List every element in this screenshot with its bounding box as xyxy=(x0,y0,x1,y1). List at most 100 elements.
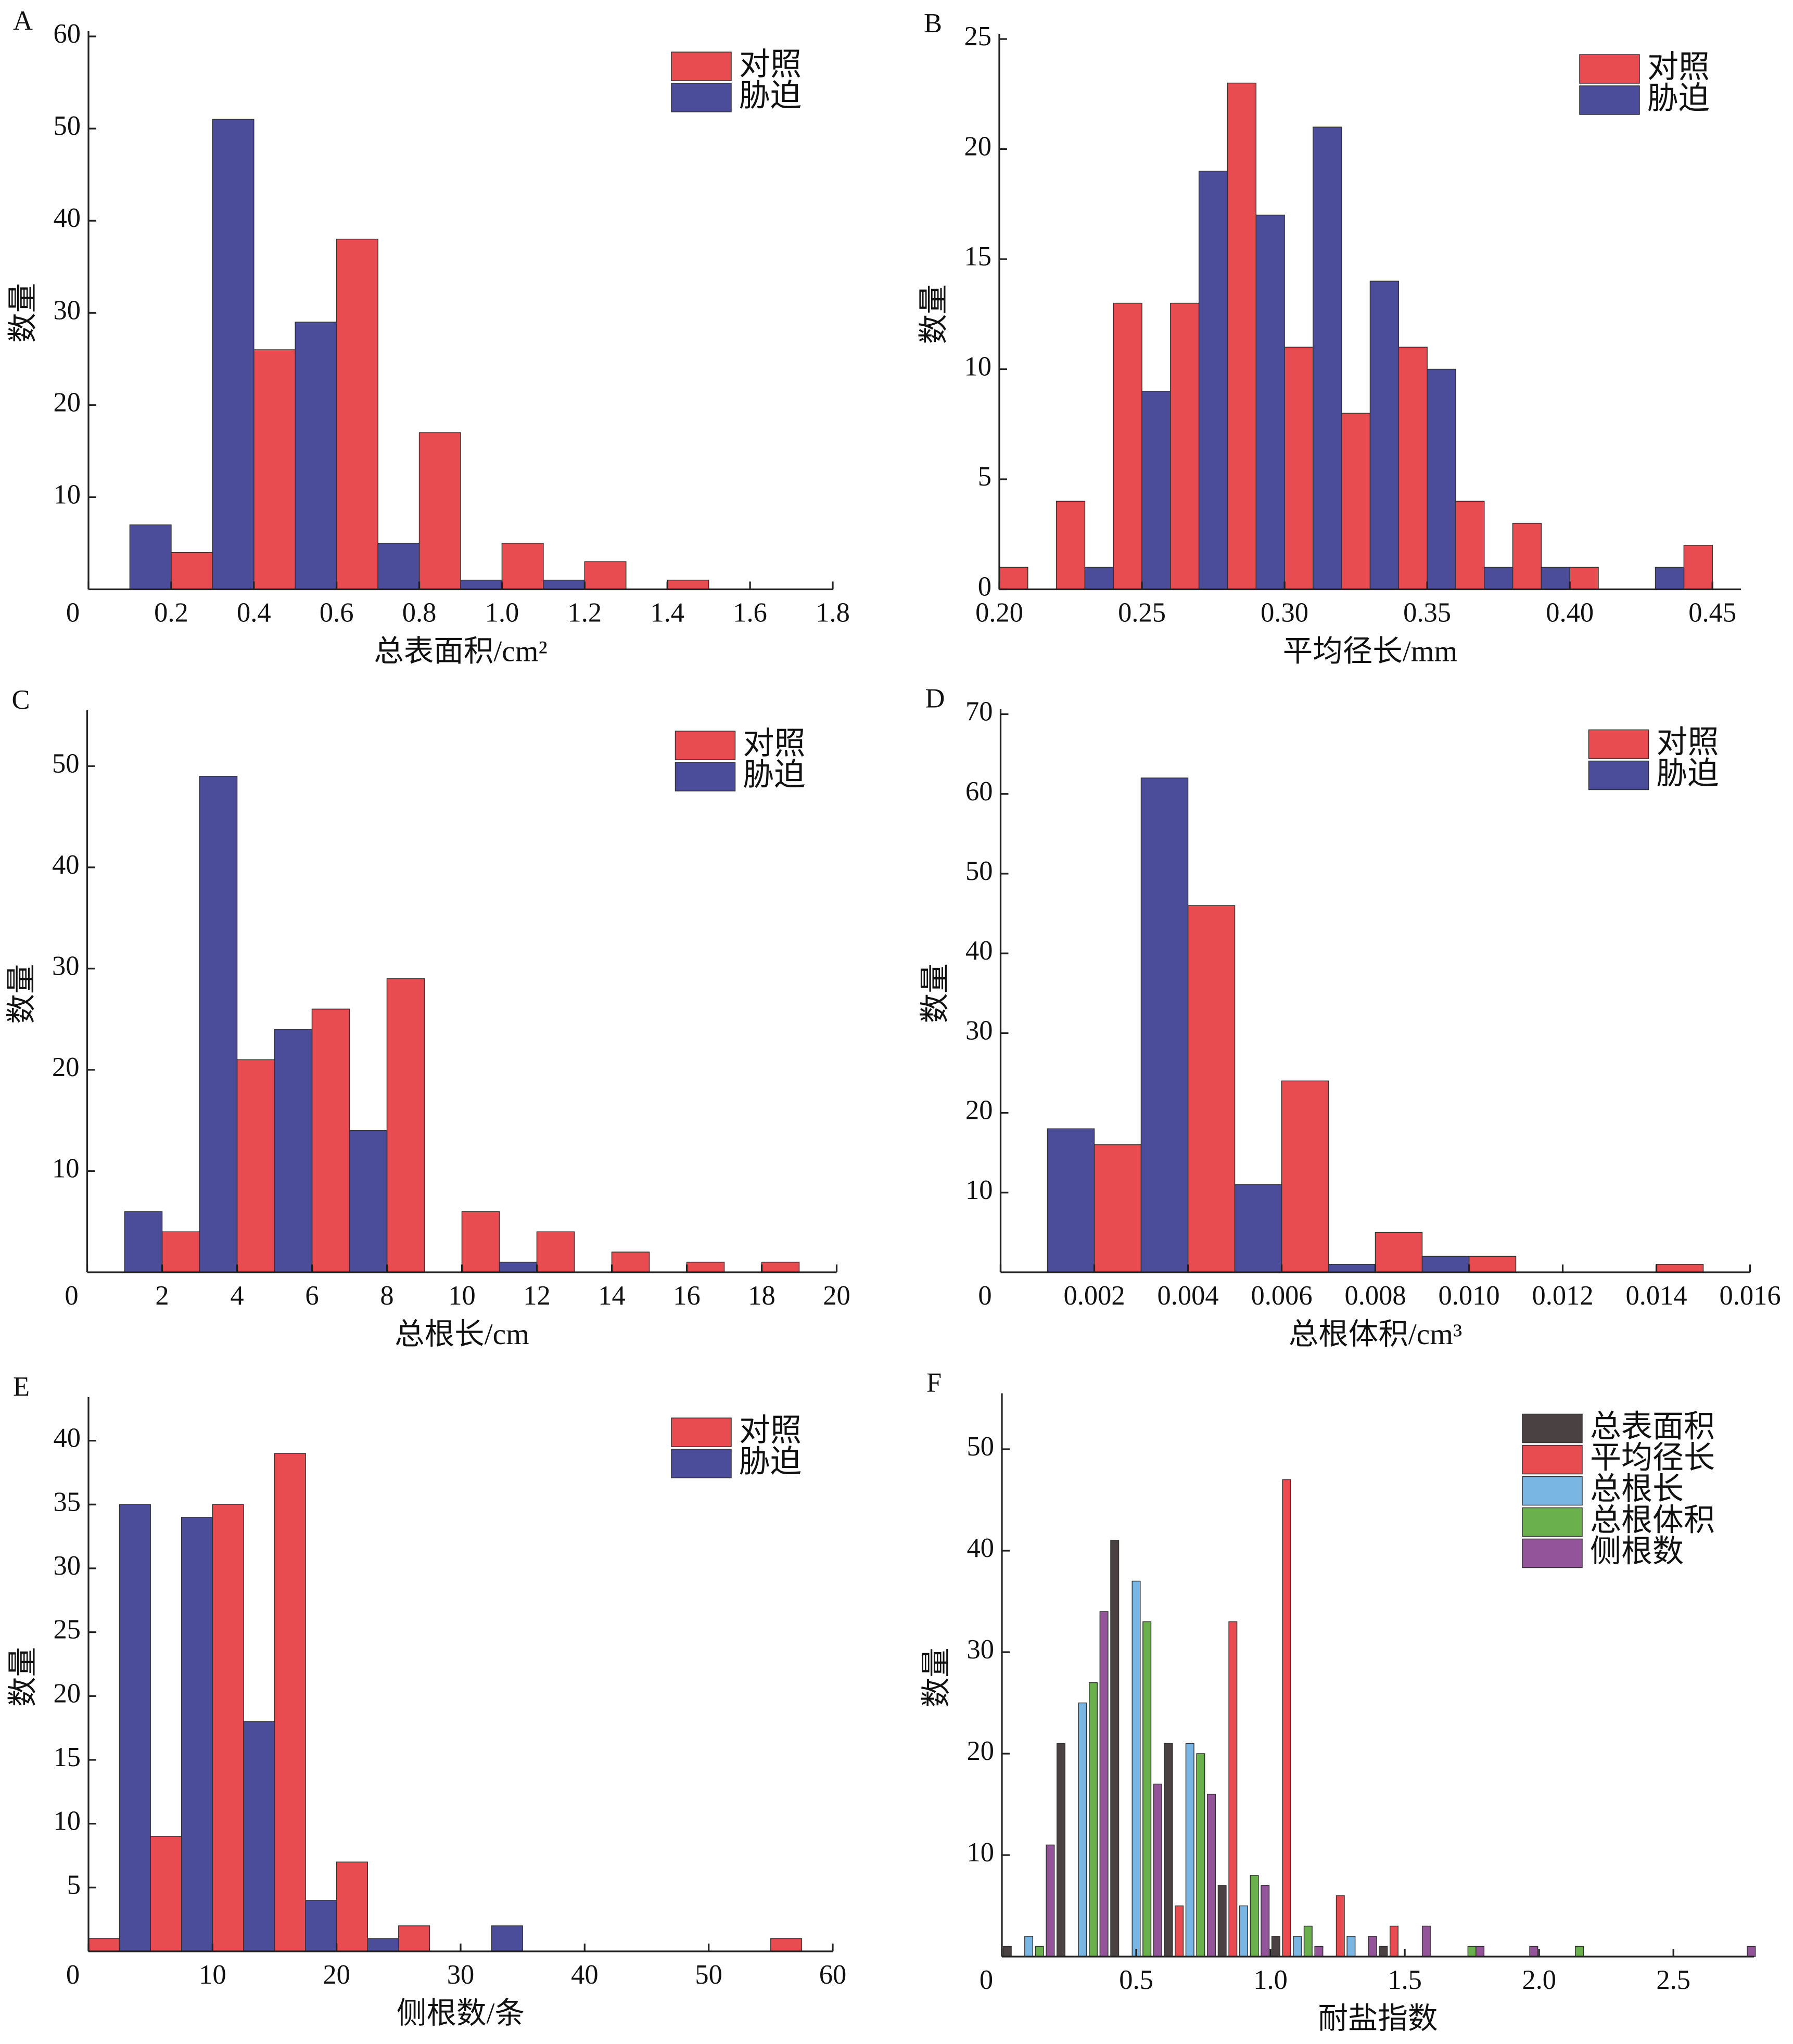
x-tick-label: 0.016 xyxy=(1719,1281,1781,1311)
bar xyxy=(501,543,544,590)
bar xyxy=(1164,1743,1173,1957)
legend-swatch xyxy=(675,762,736,791)
bar xyxy=(1398,347,1428,590)
x-tick-label: 1.4 xyxy=(650,598,684,628)
y-tick-label: 50 xyxy=(967,1432,995,1462)
bar xyxy=(1217,1885,1227,1957)
y-tick-label: 30 xyxy=(54,1551,81,1581)
bar xyxy=(1368,1936,1377,1957)
bar xyxy=(1369,280,1400,590)
bar xyxy=(377,543,420,590)
bar xyxy=(1455,501,1485,590)
bar xyxy=(129,524,172,590)
bar xyxy=(161,1231,200,1273)
legend-label: 胁迫 xyxy=(743,758,806,792)
panel-label: C xyxy=(12,685,30,715)
bar xyxy=(1228,1621,1238,1957)
bar xyxy=(336,1861,368,1952)
y-tick-label: 40 xyxy=(967,1533,995,1563)
x-tick-label: 20 xyxy=(823,1281,850,1311)
y-axis-label: 数量 xyxy=(919,963,952,1023)
bar xyxy=(611,1251,650,1273)
x-tick-label: 2 xyxy=(155,1281,169,1311)
bar xyxy=(686,1261,725,1273)
bar xyxy=(1476,1946,1485,1957)
panel-label: B xyxy=(924,8,942,39)
bar xyxy=(253,349,296,590)
y-tick-label: 25 xyxy=(964,21,992,52)
bar xyxy=(212,119,255,590)
bar xyxy=(1093,1144,1142,1273)
bar xyxy=(243,1721,275,1952)
bar xyxy=(1541,567,1570,590)
x-tick-label: 0.002 xyxy=(1063,1281,1125,1311)
bar xyxy=(295,322,337,590)
bar xyxy=(1529,1946,1538,1957)
y-tick-label: 5 xyxy=(67,1870,81,1900)
bar xyxy=(367,1938,399,1952)
x-tick-label: 0.008 xyxy=(1344,1281,1406,1311)
x-tick-label: 0.6 xyxy=(320,598,354,628)
bar xyxy=(1683,545,1713,590)
x-tick-label: 0.004 xyxy=(1157,1281,1218,1311)
x-tick-label: 0.014 xyxy=(1625,1281,1687,1311)
legend-swatch xyxy=(1579,85,1640,115)
bar xyxy=(667,580,709,590)
bar xyxy=(199,775,238,1273)
bar xyxy=(1002,1946,1012,1957)
bar xyxy=(1187,905,1236,1273)
y-tick-label: 20 xyxy=(967,1736,995,1766)
y-axis-label: 数量 xyxy=(7,1647,40,1707)
bar xyxy=(1084,567,1114,590)
bar xyxy=(1303,1925,1313,1957)
y-tick-label: 50 xyxy=(54,111,81,141)
x-tick-label: 0.2 xyxy=(154,598,188,628)
x-tick-label: 1.2 xyxy=(568,598,602,628)
x-tick-label: 16 xyxy=(673,1281,701,1311)
y-tick-label: 35 xyxy=(54,1487,81,1517)
bar xyxy=(1427,368,1456,590)
bar xyxy=(274,1453,306,1952)
bar xyxy=(1341,413,1371,590)
bar xyxy=(1131,1580,1141,1957)
bar xyxy=(1099,1611,1109,1957)
x-tick-label: 0.35 xyxy=(1403,598,1451,628)
bar xyxy=(1314,1946,1324,1957)
bar xyxy=(460,580,503,590)
y-tick-label: 20 xyxy=(52,1052,80,1082)
x-tick-label: 10 xyxy=(448,1281,476,1311)
y-tick-label: 10 xyxy=(54,479,81,509)
x-axis-label: 总根长/cm xyxy=(395,1318,529,1351)
x-tick-label: 0.30 xyxy=(1261,598,1308,628)
y-tick-label: 40 xyxy=(54,203,81,233)
bar xyxy=(1328,1263,1376,1273)
legend-swatch xyxy=(1522,1445,1583,1475)
y-tick-label: 50 xyxy=(52,748,80,778)
bar xyxy=(1234,1184,1282,1273)
legend-label: 对照 xyxy=(739,1413,802,1448)
bar xyxy=(1655,567,1685,590)
legend-swatch xyxy=(671,52,732,81)
legend-swatch xyxy=(1579,54,1640,84)
bar xyxy=(499,1261,538,1273)
x-tick-label: 0 xyxy=(66,598,80,628)
bar xyxy=(1569,567,1599,590)
x-tick-label: 2.5 xyxy=(1656,1965,1690,1995)
bar xyxy=(1282,1479,1291,1957)
y-tick-label: 60 xyxy=(965,776,993,807)
x-tick-label: 0.010 xyxy=(1438,1281,1499,1311)
legend-label: 胁迫 xyxy=(739,1445,802,1479)
y-tick-label: 30 xyxy=(54,295,81,325)
x-tick-label: 0 xyxy=(66,1960,80,1990)
panel-label: F xyxy=(926,1368,942,1398)
bar xyxy=(1468,1256,1517,1273)
bar xyxy=(349,1130,388,1273)
bar xyxy=(1281,1080,1329,1273)
bar xyxy=(461,1211,500,1273)
bar xyxy=(1140,777,1189,1273)
x-tick-label: 0.8 xyxy=(402,598,437,628)
bar xyxy=(543,580,586,590)
bar xyxy=(1110,1540,1120,1957)
bar xyxy=(386,978,425,1273)
